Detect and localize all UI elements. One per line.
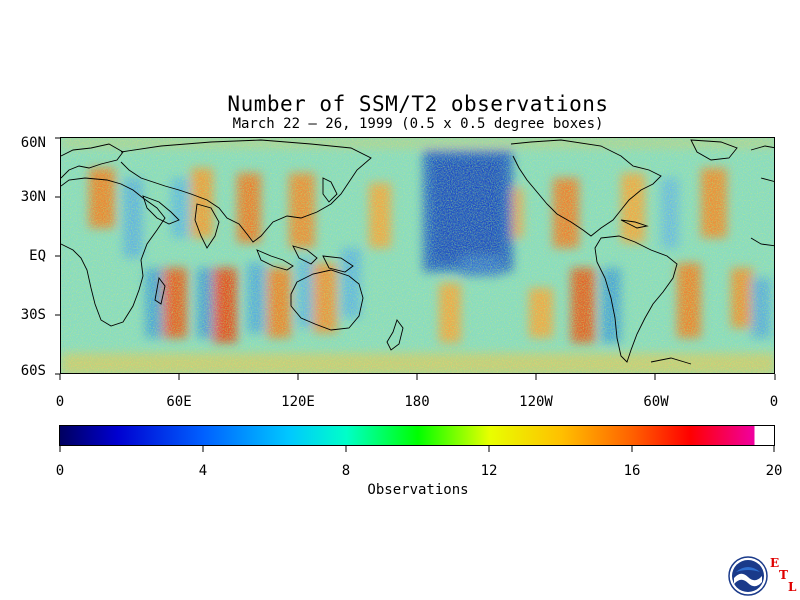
lat-label-60s: 60S (20, 363, 46, 379)
map-subtitle: March 22 – 26, 1999 (0.5 x 0.5 degree bo… (232, 116, 604, 132)
etl-letter-l: L (788, 580, 797, 594)
colorbar-gradient (60, 426, 774, 445)
lon-label-60w: 60W (643, 394, 669, 410)
lat-label-30s: 30S (20, 307, 46, 323)
lon-label-180: 180 (404, 394, 430, 410)
lat-label-60n: 60N (20, 135, 46, 151)
colorbar-tick-4: 4 (198, 463, 208, 479)
colorbar (59, 425, 775, 446)
lon-label-0-end: 0 (769, 394, 779, 410)
map-ticks (55, 137, 776, 380)
map-title: Number of SSM/T2 observations (227, 92, 609, 116)
noaa-logo-icon (728, 556, 768, 596)
observation-map (60, 137, 775, 374)
colorbar-tick-20: 20 (765, 463, 783, 479)
colorbar-ticks (59, 446, 775, 452)
etl-letter-e: E (770, 556, 780, 570)
colorbar-title: Observations (367, 482, 469, 498)
colorbar-tick-12: 12 (480, 463, 498, 479)
lat-label-30n: 30N (20, 189, 46, 205)
coastlines (61, 139, 774, 365)
lon-label-0: 0 (55, 394, 65, 410)
colorbar-tick-0: 0 (55, 463, 65, 479)
lon-label-60e: 60E (166, 394, 192, 410)
lat-label-eq: EQ (29, 248, 46, 264)
colorbar-tick-16: 16 (623, 463, 641, 479)
lon-label-120e: 120E (281, 394, 315, 410)
lon-label-120w: 120W (519, 394, 553, 410)
colorbar-tick-8: 8 (341, 463, 351, 479)
etl-letter-t: T (779, 568, 788, 582)
observation-map-svg (61, 138, 774, 373)
